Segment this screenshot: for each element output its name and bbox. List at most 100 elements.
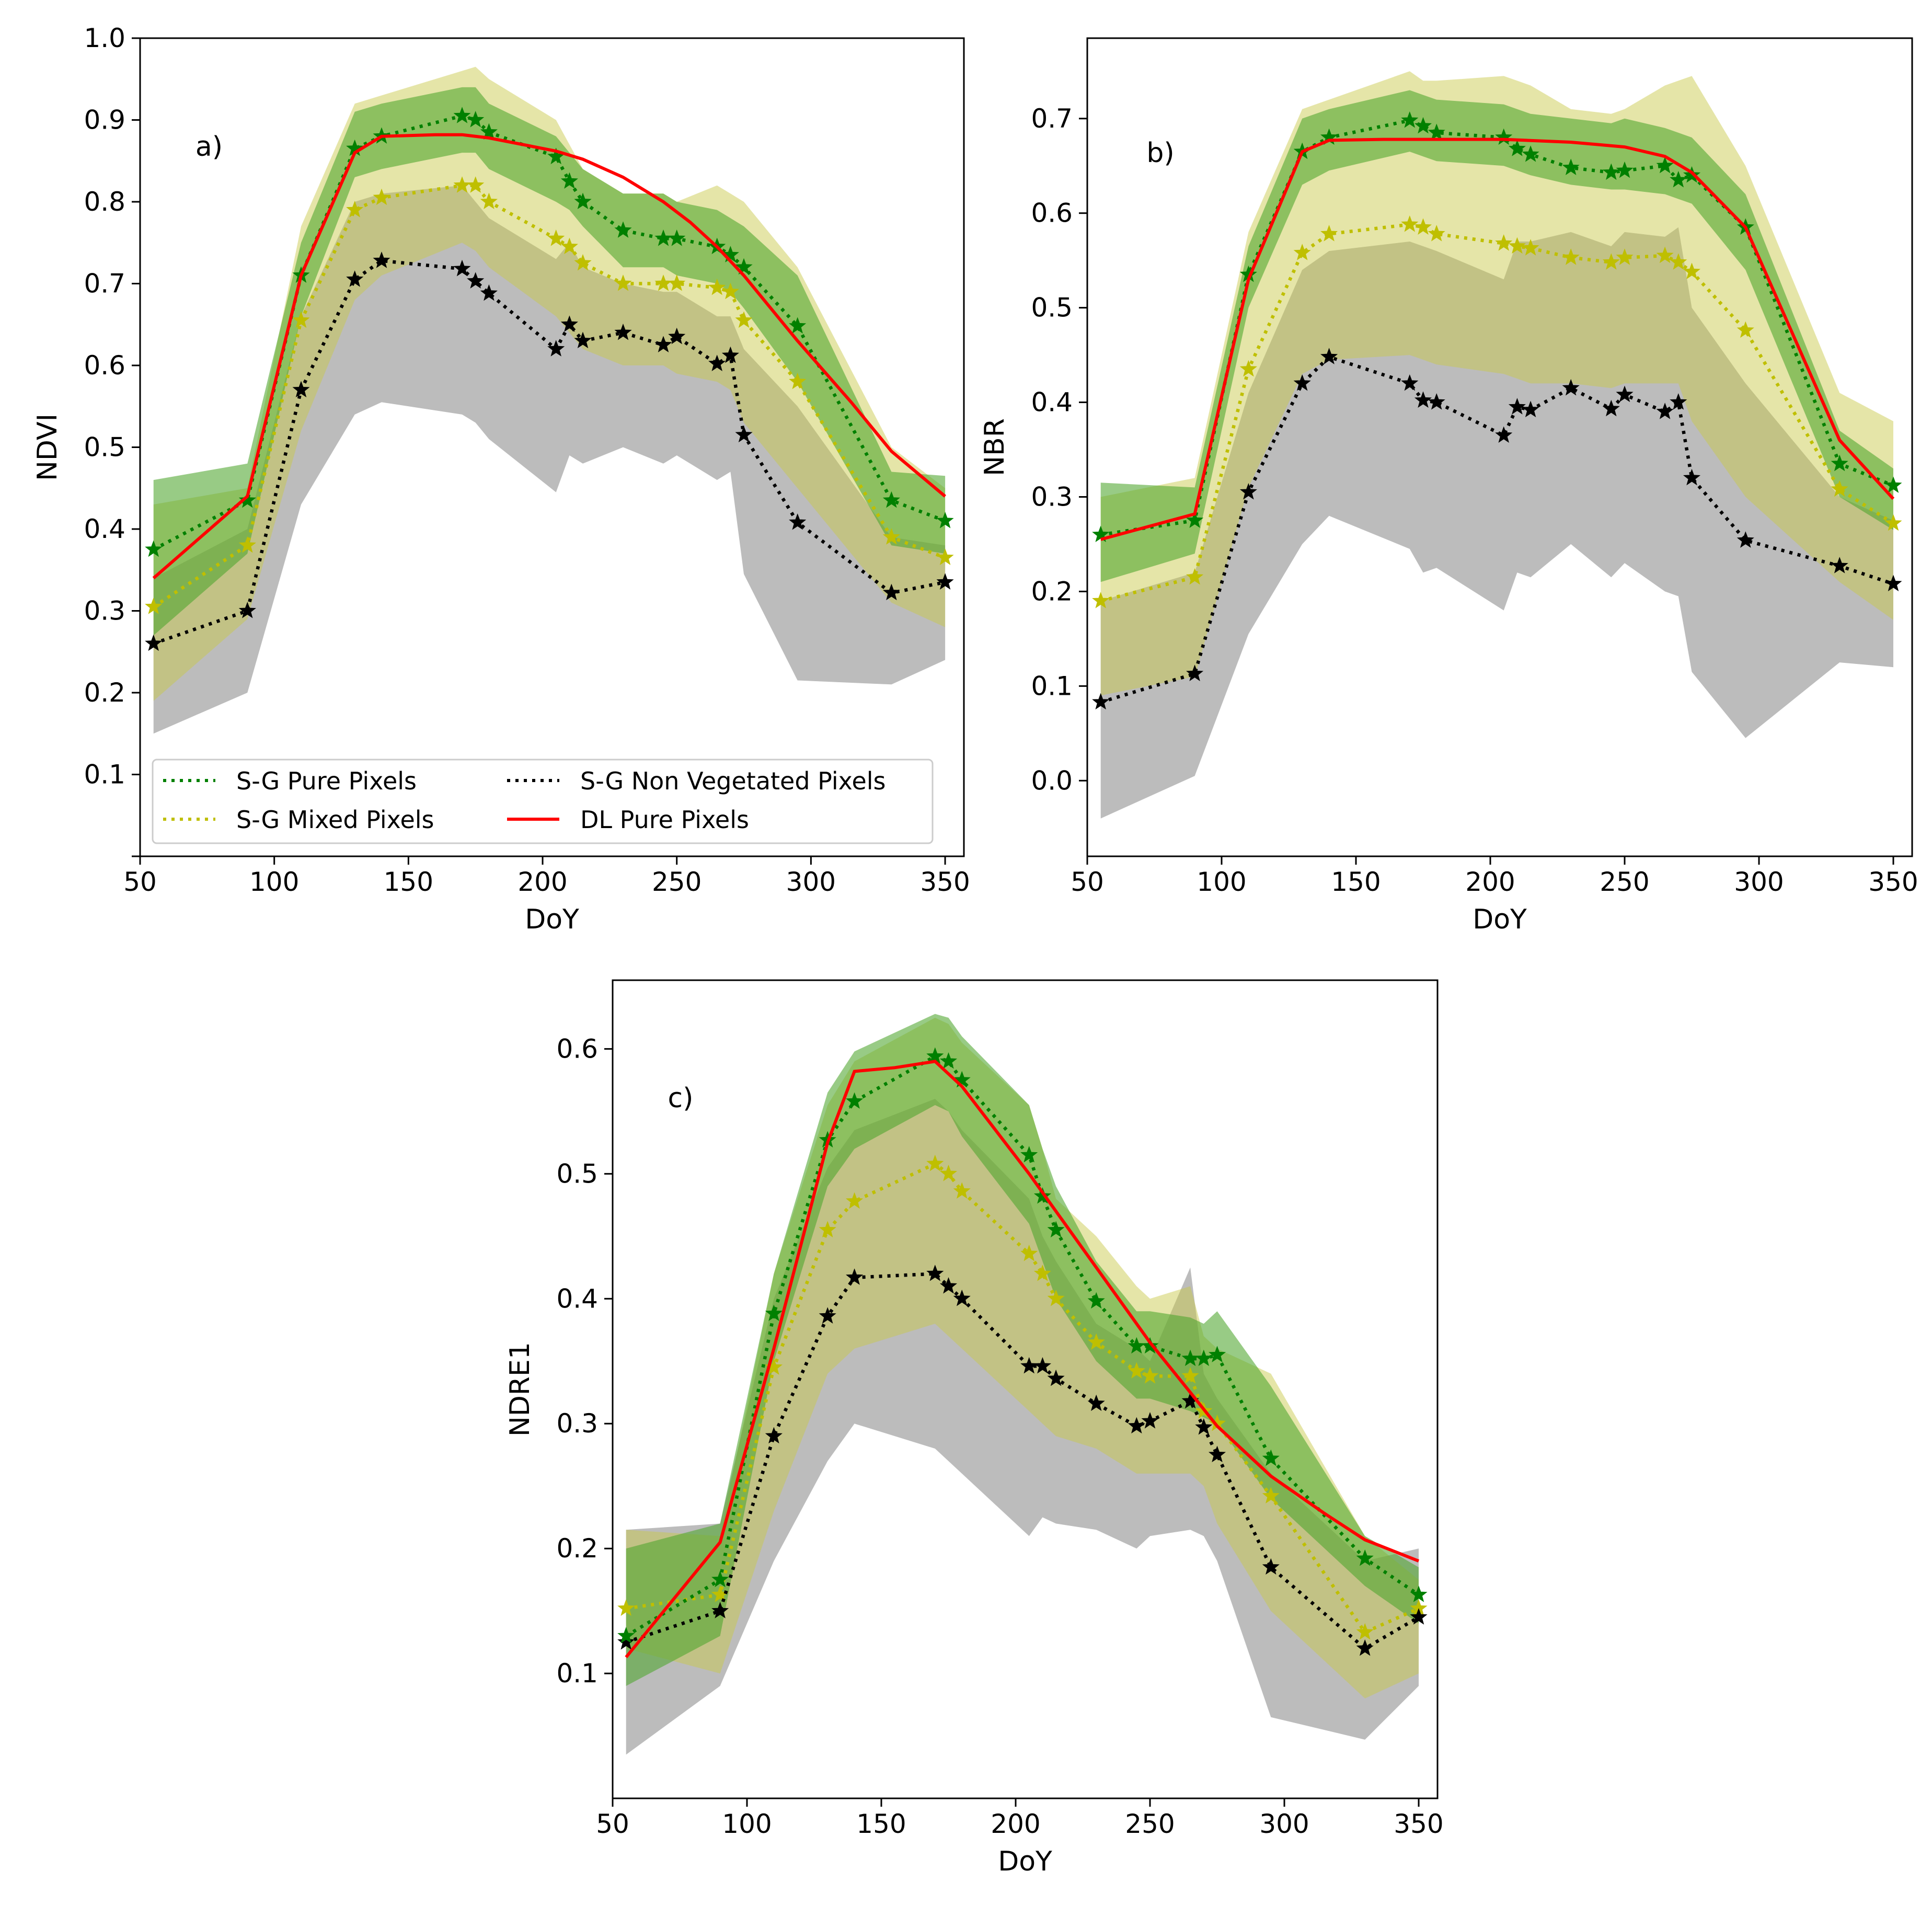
- y-tick-label: 0.1: [84, 760, 125, 790]
- point-mixed: [1831, 480, 1848, 497]
- y-tick-label: 0.4: [556, 1283, 598, 1314]
- chart-panel-3: 50 100 150 200 250 300 350 0.1 0.2 0.3 0.4 0.5 0.6 Do…: [504, 979, 1444, 1877]
- axes-frame: [1086, 37, 1913, 857]
- y-tick-label: 0.4: [84, 514, 125, 544]
- plot-area: [1092, 71, 1902, 819]
- point-pure: [480, 123, 498, 140]
- point-mixed: [1092, 592, 1110, 609]
- point-pure: [1208, 1346, 1226, 1362]
- legend: S-G Pure Pixels S-G Non Vegetated Pixels S…: [152, 759, 934, 844]
- point-nonveg: [1414, 391, 1432, 408]
- point-pure: [614, 221, 632, 238]
- point-mixed: [346, 201, 364, 217]
- point-mixed: [373, 188, 390, 205]
- point-nonveg: [1293, 374, 1311, 391]
- point-nonveg: [789, 513, 807, 530]
- legend-label-mixed: S-G Mixed Pixels: [236, 806, 434, 834]
- y-tick-label: 0.8: [84, 187, 125, 217]
- point-mixed: [1656, 246, 1674, 263]
- point-mixed: [145, 598, 163, 614]
- point-nonveg: [1047, 1369, 1065, 1386]
- x-tick-label: 350: [1394, 1809, 1443, 1839]
- point-mixed: [614, 274, 632, 291]
- point-nonveg: [1356, 1639, 1374, 1656]
- y-axis-label: NBR: [979, 418, 1010, 476]
- x-tick-label: 200: [518, 867, 567, 897]
- point-nonveg: [1562, 378, 1580, 396]
- y-tick-label: 0.5: [84, 432, 125, 463]
- band-mixed: [1100, 71, 1893, 696]
- legend-label-dl: DL Pure Pixels: [580, 806, 749, 834]
- point-pure: [1020, 1146, 1038, 1163]
- point-pure: [560, 172, 578, 189]
- y-tick-label: 0.6: [1031, 198, 1073, 228]
- x-tick-label: 300: [1259, 1809, 1309, 1839]
- point-nonveg: [617, 1633, 635, 1650]
- band-pure: [626, 1014, 1419, 1686]
- y-tick-label: 0.6: [84, 350, 125, 381]
- band-pure: [1100, 90, 1893, 582]
- x-axis-label: DoY: [525, 904, 579, 935]
- point-mixed: [1401, 215, 1419, 232]
- point-pure: [1414, 117, 1432, 134]
- point-nonveg: [1239, 483, 1257, 500]
- y-tick-label: 0.3: [1031, 481, 1073, 512]
- point-mixed: [1047, 1289, 1065, 1306]
- point-pure: [846, 1092, 864, 1109]
- point-nonveg: [1208, 1445, 1226, 1463]
- x-tick-label: 150: [384, 867, 433, 897]
- x-tick-label: 150: [856, 1809, 906, 1839]
- band-mixed: [153, 66, 946, 701]
- point-pure: [1602, 163, 1620, 180]
- point-nonveg: [1195, 1418, 1213, 1435]
- point-nonveg: [1033, 1357, 1051, 1374]
- point-pure: [1522, 145, 1539, 162]
- point-nonveg: [936, 573, 954, 590]
- point-nonveg: [1401, 374, 1419, 391]
- point-mixed: [560, 237, 578, 255]
- point-mixed: [1020, 1244, 1038, 1261]
- series-line-dl: [152, 133, 947, 580]
- x-tick-label: 300: [1734, 867, 1784, 897]
- point-nonveg: [1495, 426, 1513, 443]
- point-nonveg: [819, 1307, 836, 1324]
- x-tick-label: 50: [1071, 867, 1104, 897]
- point-nonveg: [467, 272, 485, 289]
- point-nonveg: [1320, 348, 1338, 364]
- x-tick-label: 100: [722, 1809, 772, 1839]
- point-nonveg: [453, 259, 471, 277]
- y-tick-label: 0.4: [1031, 387, 1073, 418]
- y-tick-label: 0.2: [1031, 576, 1073, 606]
- point-pure: [1508, 140, 1526, 156]
- point-pure: [145, 540, 163, 557]
- y-tick-label: 0.5: [556, 1158, 598, 1189]
- point-mixed: [1602, 253, 1620, 270]
- point-mixed: [467, 176, 485, 193]
- chart-panel-1: 50 100 150 200 250 300 350 0.1 0.2 0.3 0.4 0.5 0.6 0.…: [32, 23, 970, 935]
- point-mixed: [721, 282, 739, 300]
- point-mixed: [617, 1599, 635, 1616]
- point-mixed: [480, 192, 498, 210]
- point-nonveg: [1262, 1558, 1280, 1575]
- point-nonveg: [668, 327, 686, 345]
- y-tick-label: 0.5: [1031, 293, 1073, 323]
- point-mixed: [1683, 262, 1701, 279]
- y-tick-label: 0.9: [84, 105, 125, 135]
- y-tick-label: 0.0: [1031, 765, 1073, 796]
- band-nonveg: [153, 185, 946, 734]
- point-nonveg: [238, 602, 256, 618]
- series-line-dl: [1100, 137, 1895, 541]
- point-nonveg: [939, 1277, 958, 1294]
- point-mixed: [1141, 1367, 1159, 1384]
- legend-label-nonveg: S-G Non Vegetated Pixels: [580, 767, 886, 795]
- x-tick-label: 50: [596, 1809, 629, 1839]
- point-nonveg: [1508, 398, 1526, 415]
- point-mixed: [953, 1182, 971, 1199]
- point-nonveg: [1602, 399, 1620, 417]
- x-tick-label: 250: [1125, 1809, 1175, 1839]
- point-nonveg: [574, 331, 592, 349]
- point-pure: [882, 491, 900, 508]
- y-tick-label: 0.3: [556, 1408, 598, 1439]
- point-pure: [1616, 161, 1634, 178]
